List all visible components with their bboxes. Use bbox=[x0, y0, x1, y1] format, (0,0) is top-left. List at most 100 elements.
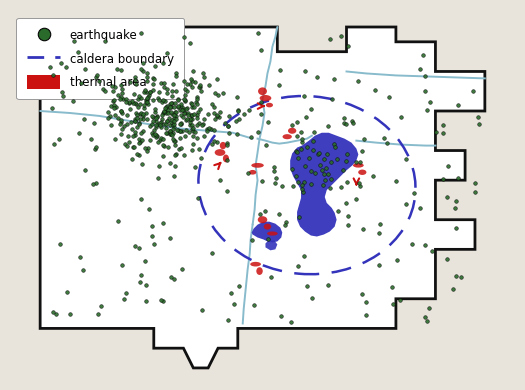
Point bbox=[330, 140, 338, 147]
Point bbox=[153, 113, 161, 119]
Point bbox=[307, 106, 316, 112]
Point bbox=[330, 76, 339, 83]
Point bbox=[182, 127, 191, 133]
Point bbox=[139, 128, 147, 134]
Point bbox=[87, 136, 96, 142]
Point bbox=[191, 79, 200, 85]
Polygon shape bbox=[251, 222, 282, 243]
Point bbox=[136, 138, 144, 145]
Point bbox=[137, 130, 145, 136]
Point bbox=[187, 78, 196, 84]
Point bbox=[438, 176, 447, 182]
Ellipse shape bbox=[220, 142, 226, 149]
Point bbox=[269, 168, 278, 174]
Point bbox=[193, 94, 201, 100]
Point bbox=[421, 88, 429, 94]
Point bbox=[174, 96, 182, 102]
Point bbox=[452, 198, 460, 204]
Point bbox=[300, 254, 309, 260]
Point bbox=[155, 89, 163, 96]
Point bbox=[261, 142, 270, 148]
Point bbox=[159, 60, 167, 66]
Point bbox=[162, 103, 170, 110]
Point bbox=[131, 243, 139, 249]
Point bbox=[131, 118, 140, 124]
Point bbox=[349, 120, 357, 126]
Point bbox=[137, 66, 145, 72]
Point bbox=[120, 123, 128, 129]
Point bbox=[291, 148, 300, 154]
Point bbox=[121, 141, 130, 147]
Point bbox=[195, 145, 204, 152]
Point bbox=[298, 181, 307, 188]
Point bbox=[416, 66, 424, 73]
Point bbox=[183, 116, 192, 122]
Point bbox=[301, 67, 309, 74]
Point bbox=[443, 194, 451, 200]
Point bbox=[137, 110, 145, 116]
Point bbox=[144, 101, 153, 108]
Point bbox=[136, 94, 145, 101]
Point bbox=[348, 118, 356, 124]
Point bbox=[142, 109, 151, 115]
Point bbox=[131, 129, 140, 135]
Point bbox=[354, 179, 363, 186]
Point bbox=[172, 87, 181, 94]
Point bbox=[177, 128, 186, 135]
Point bbox=[235, 282, 243, 289]
Point bbox=[193, 114, 202, 121]
Point bbox=[288, 166, 296, 172]
Point bbox=[159, 97, 167, 103]
Point bbox=[369, 173, 377, 179]
Point bbox=[163, 144, 172, 151]
Point bbox=[93, 72, 101, 78]
Point bbox=[162, 110, 170, 116]
Point bbox=[280, 222, 289, 229]
Point bbox=[232, 118, 240, 124]
Point bbox=[216, 177, 224, 183]
Point bbox=[355, 158, 364, 165]
Point bbox=[92, 144, 100, 150]
Point bbox=[165, 131, 174, 138]
Point bbox=[197, 122, 206, 128]
Point bbox=[177, 101, 185, 108]
Point bbox=[111, 84, 119, 90]
Point bbox=[143, 99, 152, 105]
Point bbox=[376, 221, 384, 227]
Point bbox=[267, 274, 275, 280]
Point bbox=[134, 120, 143, 126]
Point bbox=[169, 122, 177, 128]
Point bbox=[189, 125, 197, 131]
Point bbox=[185, 122, 194, 128]
Point bbox=[91, 145, 99, 152]
Point bbox=[167, 117, 176, 123]
Point bbox=[261, 208, 269, 215]
Point bbox=[186, 81, 195, 87]
Point bbox=[132, 124, 141, 130]
Point bbox=[49, 72, 57, 78]
Point bbox=[353, 78, 362, 84]
Point bbox=[156, 296, 165, 303]
Point bbox=[169, 129, 177, 136]
Point bbox=[470, 180, 479, 186]
Point bbox=[150, 241, 158, 247]
Point bbox=[310, 129, 318, 135]
Point bbox=[199, 70, 207, 76]
Point bbox=[166, 273, 175, 280]
Point bbox=[320, 177, 329, 183]
Point bbox=[342, 121, 350, 128]
Polygon shape bbox=[40, 27, 485, 368]
Point bbox=[165, 115, 173, 121]
Point bbox=[145, 89, 154, 95]
Point bbox=[66, 311, 75, 317]
Point bbox=[116, 121, 124, 128]
Point bbox=[107, 122, 116, 128]
Point bbox=[158, 112, 166, 118]
Point bbox=[320, 156, 328, 162]
Point bbox=[95, 78, 103, 84]
Point bbox=[173, 126, 182, 133]
Point bbox=[421, 242, 429, 248]
Point bbox=[139, 116, 148, 122]
Point bbox=[163, 90, 171, 96]
Point bbox=[151, 109, 160, 115]
